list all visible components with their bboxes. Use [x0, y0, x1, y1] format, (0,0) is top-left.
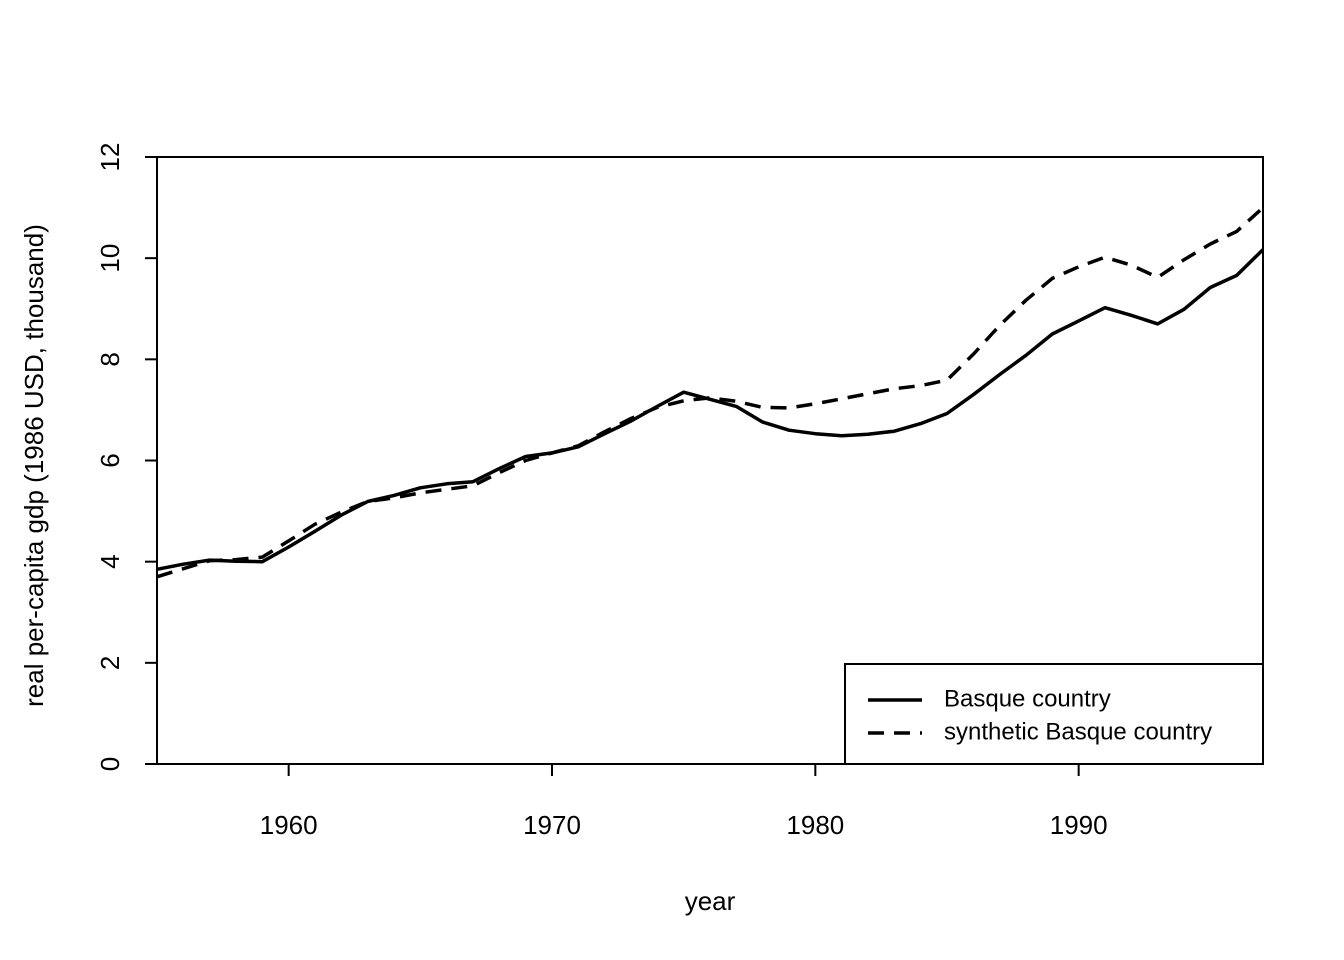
x-tick-label: 1980 — [786, 810, 844, 840]
x-tick-label: 1990 — [1050, 810, 1108, 840]
y-axis-label: real per-capita gdp (1986 USD, thousand) — [19, 224, 49, 707]
legend: Basque country synthetic Basque country — [844, 663, 1264, 765]
y-tick-label: 4 — [95, 554, 125, 568]
series-layer — [156, 206, 1265, 579]
y-tick-label: 12 — [95, 143, 125, 172]
y-axis: 0 2 4 6 8 10 12 — [95, 143, 157, 771]
y-tick-label: 0 — [95, 757, 125, 771]
x-tick-label: 1970 — [523, 810, 581, 840]
legend-box — [844, 663, 1264, 765]
legend-label-synthetic-basque-country: synthetic Basque country — [944, 718, 1212, 745]
legend-label-basque-country: Basque country — [944, 685, 1111, 712]
series-line-synthetic-basque-country — [156, 206, 1265, 579]
y-tick-label: 10 — [95, 244, 125, 273]
series-line-basque-country — [156, 248, 1265, 572]
x-axis-label: year — [685, 886, 736, 916]
y-tick-label: 8 — [95, 352, 125, 366]
y-tick-label: 6 — [95, 453, 125, 467]
x-tick-label: 1960 — [260, 810, 318, 840]
x-axis: 1960 1970 1980 1990 — [260, 764, 1108, 840]
y-tick-label: 2 — [95, 656, 125, 670]
